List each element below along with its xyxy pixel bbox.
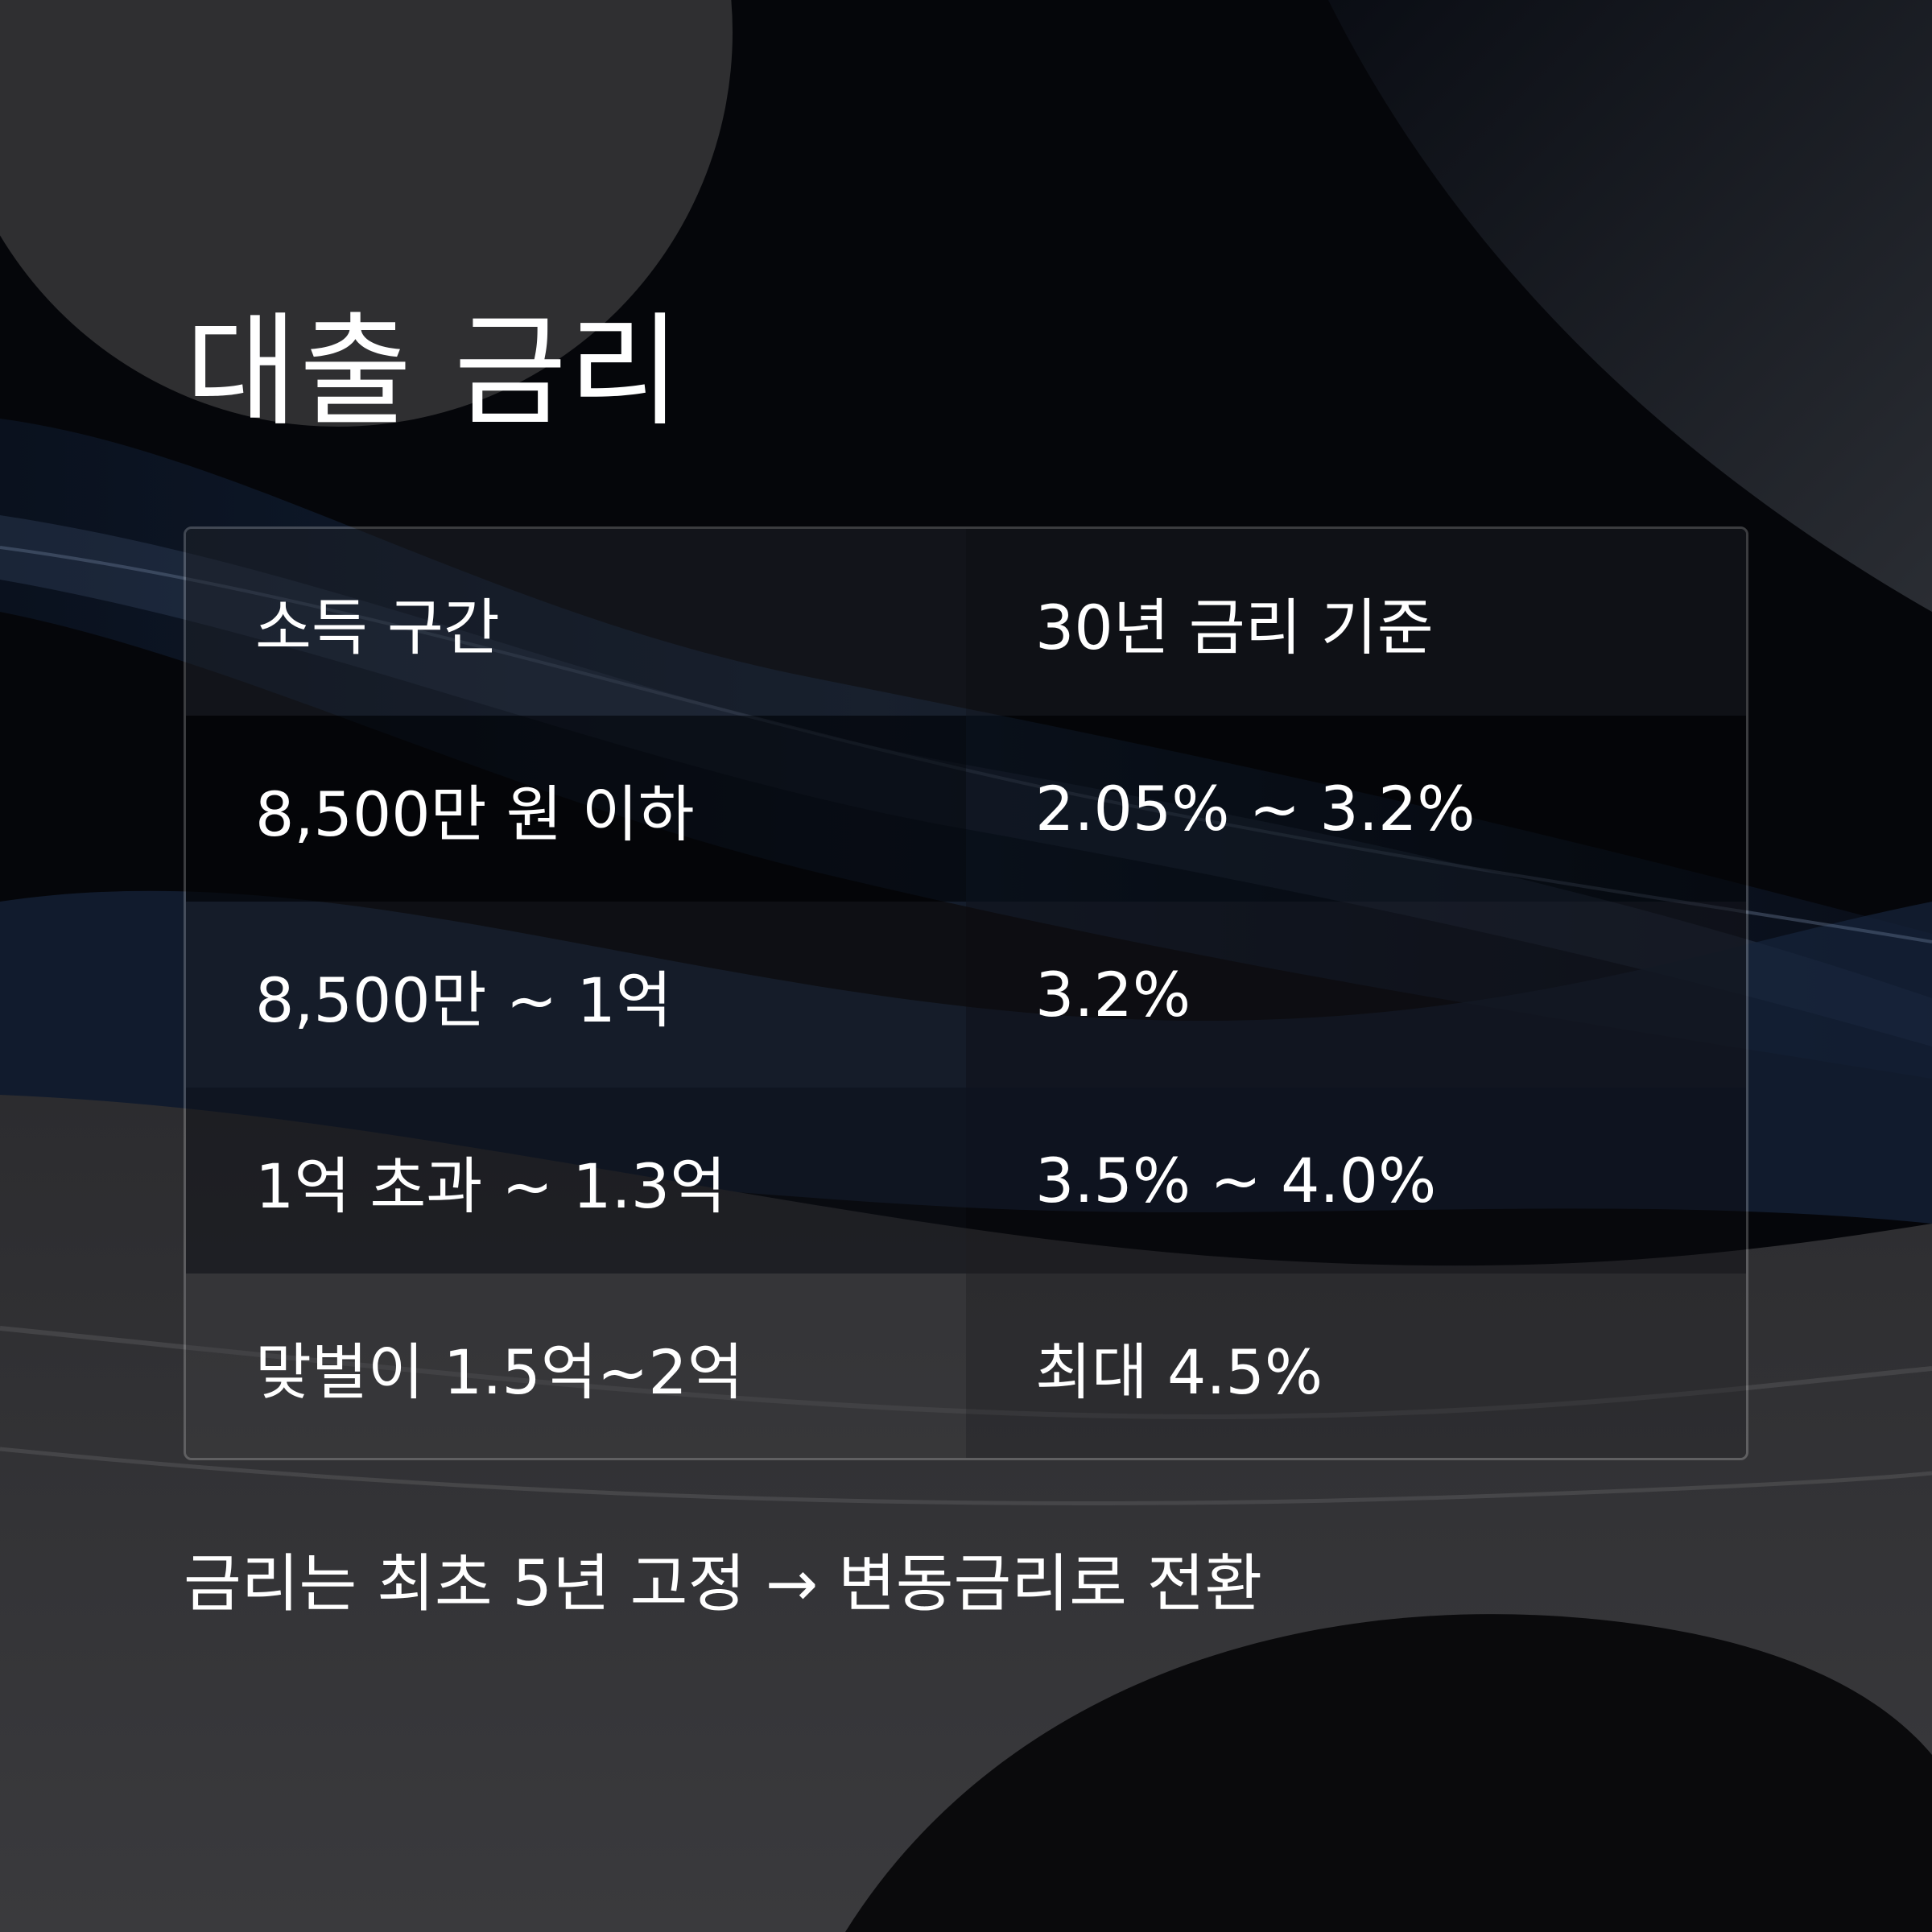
table-row: 8,500만 ~ 1억 3.2%: [186, 902, 1746, 1088]
table-row: 8,500만 원 이하 2.05% ~ 3.2%: [186, 716, 1746, 902]
rate-cell: 2.05% ~ 3.2%: [966, 716, 1746, 902]
table-row: 맞벌이 1.5억~2억 최대 4.5%: [186, 1274, 1746, 1458]
header-rate-basis: 30년 금리 기준: [966, 529, 1746, 716]
rate-cell: 3.2%: [966, 902, 1746, 1088]
header-income-range: 소득 구간: [186, 529, 966, 716]
page-title: 대출 금리: [185, 300, 683, 443]
footnote: 금리는 최초 5년 고정 → 변동금리로 전환: [184, 1548, 1263, 1620]
table-row: 1억 초과 ~ 1.3억 3.5% ~ 4.0%: [186, 1088, 1746, 1274]
rate-cell: 최대 4.5%: [966, 1274, 1746, 1458]
moon-shape: [0, 0, 733, 427]
rate-table: 소득 구간 30년 금리 기준 8,500만 원 이하 2.05% ~ 3.2%…: [184, 526, 1748, 1460]
income-cell: 8,500만 ~ 1억: [186, 902, 966, 1088]
income-cell: 맞벌이 1.5억~2억: [186, 1274, 966, 1458]
rate-cell: 3.5% ~ 4.0%: [966, 1088, 1746, 1274]
income-cell: 1억 초과 ~ 1.3억: [186, 1088, 966, 1274]
table-header-row: 소득 구간 30년 금리 기준: [186, 529, 1746, 716]
income-cell: 8,500만 원 이하: [186, 716, 966, 902]
